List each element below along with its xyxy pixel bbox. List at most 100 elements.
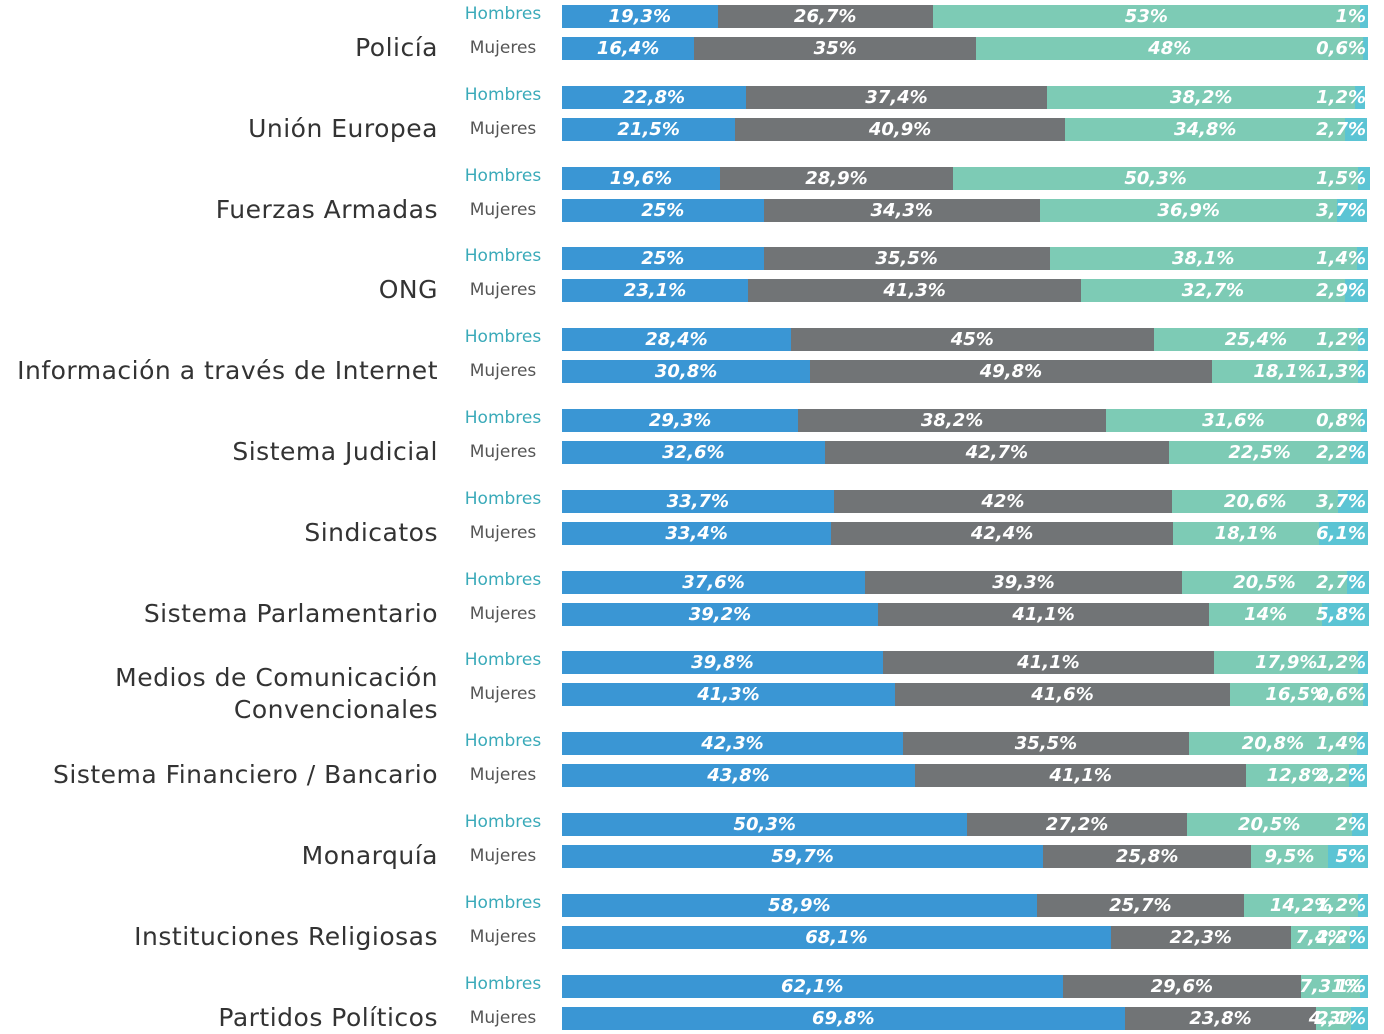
value-label: 7,4% <box>1295 926 1346 948</box>
bar-segment <box>1301 974 1360 998</box>
bar-segment <box>894 683 1231 707</box>
bar-segment <box>1355 85 1365 109</box>
value-label: 31,6% <box>1202 410 1265 431</box>
value-label: 49,8% <box>979 361 1043 383</box>
group-label: Hombres <box>464 246 542 267</box>
bar-segment <box>562 925 1111 949</box>
group-label: Hombres <box>464 327 542 348</box>
bar-segment <box>1064 117 1346 141</box>
bar-segment <box>1036 893 1244 917</box>
bar-segment <box>833 489 1173 513</box>
value-label: 50,3% <box>733 814 796 835</box>
group-label: Hombres <box>464 4 542 24</box>
group-label: Mujeres <box>469 522 537 543</box>
bar-segment <box>1186 813 1352 836</box>
value-label: 6,1% <box>1316 522 1366 544</box>
value-label: 16,5% <box>1265 684 1328 706</box>
value-label: 45% <box>950 329 994 351</box>
bar-segment <box>810 360 1212 384</box>
bar-segment <box>1049 247 1357 271</box>
value-label: 33,4% <box>665 522 728 544</box>
value-label: 1,2% <box>1316 86 1366 108</box>
value-label: 37,6% <box>682 571 745 593</box>
group-label: Hombres <box>464 569 542 590</box>
group-label: Mujeres <box>469 442 537 462</box>
value-label: 59,7% <box>771 846 834 867</box>
bar-segment <box>1363 683 1368 707</box>
bar-segment <box>562 37 695 60</box>
value-label: 20,5% <box>1238 814 1301 835</box>
bar-segment <box>562 279 749 303</box>
value-label: 1,2% <box>1316 894 1366 916</box>
group-label: Hombres <box>464 812 542 832</box>
bar-segment <box>1243 893 1359 917</box>
bar-segment <box>1230 683 1364 707</box>
bar-segment <box>562 974 1063 998</box>
group-label: Mujeres <box>469 603 537 624</box>
value-label: 14,2% <box>1269 894 1333 916</box>
value-label: 37,4% <box>865 86 928 108</box>
value-label: 1% <box>1335 975 1366 997</box>
value-label: 42,3% <box>701 733 764 755</box>
bar-segment <box>562 602 878 626</box>
value-label: 28,4% <box>645 329 708 351</box>
category-label: Sistema Financiero / Bancario <box>53 760 438 790</box>
bar-segment <box>763 198 1040 222</box>
value-label: 40,9% <box>868 118 932 140</box>
value-label: 68,1% <box>805 926 868 948</box>
category-label: Sistema Judicial <box>232 437 438 466</box>
bar-segment <box>877 602 1210 626</box>
bar-segment <box>717 5 933 28</box>
value-label: 39,8% <box>691 652 754 674</box>
bar-segment <box>976 37 1364 60</box>
value-label: 7,31% <box>1299 975 1362 997</box>
bar-segment <box>1347 570 1369 594</box>
bar-segment <box>562 521 832 545</box>
value-label: 34,3% <box>870 199 933 221</box>
value-label: 2,7% <box>1316 571 1366 593</box>
value-label: 23,8% <box>1189 1007 1252 1029</box>
group-label: Mujeres <box>469 361 537 382</box>
value-label: 23,1% <box>623 280 687 302</box>
value-label: 1,2% <box>1316 329 1366 351</box>
value-label: 14% <box>1244 603 1288 625</box>
bar-segment <box>562 570 866 594</box>
value-label: 48% <box>1148 38 1192 59</box>
bar-segment <box>562 683 895 707</box>
bar-segment <box>562 198 764 222</box>
group-label: Hombres <box>464 165 542 186</box>
bar-segment <box>1181 570 1348 594</box>
value-label: 42,4% <box>970 522 1034 544</box>
value-label: 0,6% <box>1316 684 1366 706</box>
bar-segment <box>1172 521 1319 545</box>
value-label: 20,5% <box>1233 571 1296 593</box>
bar-segment <box>562 893 1037 917</box>
bar-segment <box>1214 651 1359 675</box>
bar-segment <box>1318 521 1368 545</box>
bar-segment <box>1047 85 1356 109</box>
group-label: Mujeres <box>469 199 537 220</box>
bar-segment <box>1338 489 1368 513</box>
category-label: Monarquía <box>301 841 438 870</box>
bar-segment <box>562 813 968 836</box>
bar-segment <box>790 328 1154 352</box>
value-label: 62,1% <box>781 975 844 997</box>
bar-segment <box>882 651 1215 675</box>
value-label: 43,8% <box>707 765 770 787</box>
bar-segment <box>562 166 720 190</box>
category-label: Unión Europea <box>248 113 438 143</box>
value-label: 2,7% <box>1316 118 1366 140</box>
value-label: 5,8% <box>1316 603 1366 625</box>
value-label: 17,9% <box>1254 652 1318 674</box>
value-label: 58,9% <box>768 894 831 916</box>
value-label: 18,1% <box>1214 522 1278 544</box>
value-label: 53% <box>1124 6 1168 27</box>
bar-segment <box>1356 247 1368 271</box>
bar-segment <box>1357 360 1368 384</box>
bar-segment <box>562 328 791 352</box>
value-label: 69,8% <box>812 1007 875 1029</box>
group-label: Hombres <box>464 84 542 105</box>
bar-segment <box>902 732 1190 756</box>
group-label: Hombres <box>464 650 542 671</box>
